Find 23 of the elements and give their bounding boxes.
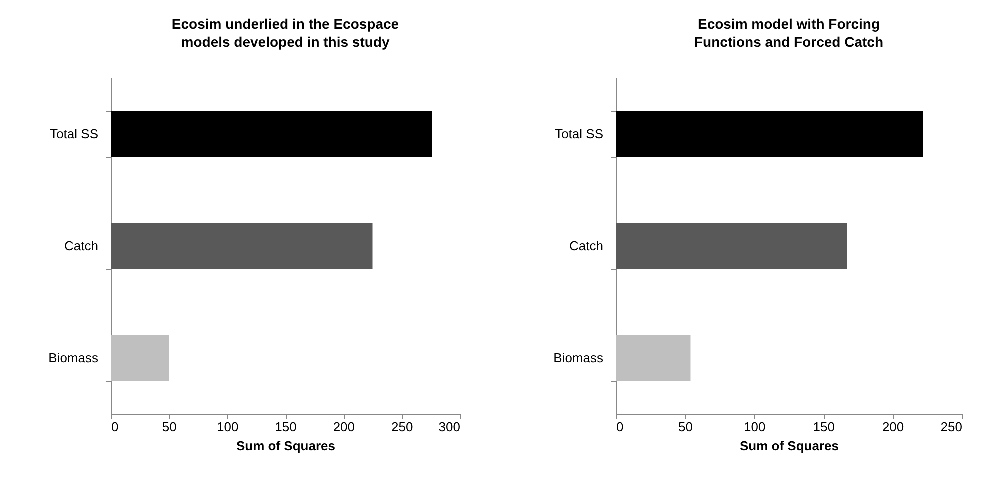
x-tick-label: 0 <box>112 420 119 434</box>
x-tick-label: 50 <box>162 420 177 434</box>
x-tick-label: 50 <box>678 420 693 434</box>
x-tick-label: 100 <box>216 420 239 434</box>
y-tick-label: Total SS <box>50 126 99 142</box>
x-tick-label: 0 <box>616 420 624 434</box>
y-tick-label: Total SS <box>555 126 604 142</box>
x-tick-label: 300 <box>438 420 460 434</box>
x-tick-label: 250 <box>391 420 414 434</box>
x-tick-label: 200 <box>882 420 904 434</box>
y-tick-label: Catch <box>570 238 604 254</box>
x-tick-label: 150 <box>813 420 835 434</box>
chart-title: Ecosim underlied in the Ecospace models developed in this study <box>172 16 400 50</box>
x-tick-label: 250 <box>940 420 962 434</box>
x-axis-title: Sum of Squares <box>236 438 336 454</box>
chart-title: Ecosim model with Forcing Functions and Forced Catch <box>694 16 884 50</box>
x-axis-title: Sum of Squares <box>740 438 839 454</box>
y-tick-label: Biomass <box>554 350 604 366</box>
x-tick-label: 150 <box>275 420 297 434</box>
x-tick-label: 100 <box>744 420 766 434</box>
y-tick-label: Biomass <box>48 350 99 366</box>
y-tick-label: Catch <box>64 238 98 254</box>
x-tick-label: 200 <box>333 420 356 434</box>
